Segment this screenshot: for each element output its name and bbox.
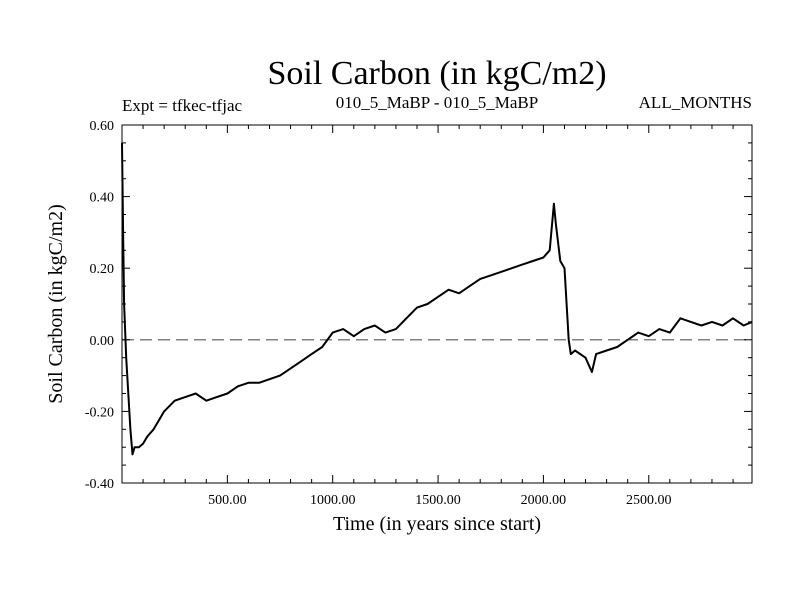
chart-title: Soil Carbon (in kgC/m2) [267,55,606,92]
y-tick-label: 0.60 [90,119,115,134]
y-tick-label: 0.20 [90,262,115,277]
y-tick-label: -0.20 [85,405,114,420]
y-axis-label: Soil Carbon (in kgC/m2) [45,204,67,403]
x-tick-label: 2500.00 [626,493,672,508]
plot-frame [121,124,753,484]
x-tick-label: 2000.00 [521,493,567,508]
x-tick-label: 1500.00 [415,493,461,508]
y-tick-label: -0.40 [85,477,114,492]
plot-area: 500.00 1000.00 1500.00 2000.00 2500.00 -0.40… [85,119,753,508]
y-tick-label: 0.40 [90,191,115,206]
x-tick-label: 500.00 [208,493,247,508]
x-tick-label: 1000.00 [310,493,356,508]
months-label: ALL_MONTHS [639,93,752,112]
period-label: 010_5_MaBP - 010_5_MaBP [336,93,538,112]
x-axis-label: Time (in years since start) [333,513,541,535]
y-tick-label: 0.00 [90,334,115,349]
experiment-label: Expt = tfkec-tfjac [122,96,242,115]
soil-carbon-series-line [121,142,753,456]
